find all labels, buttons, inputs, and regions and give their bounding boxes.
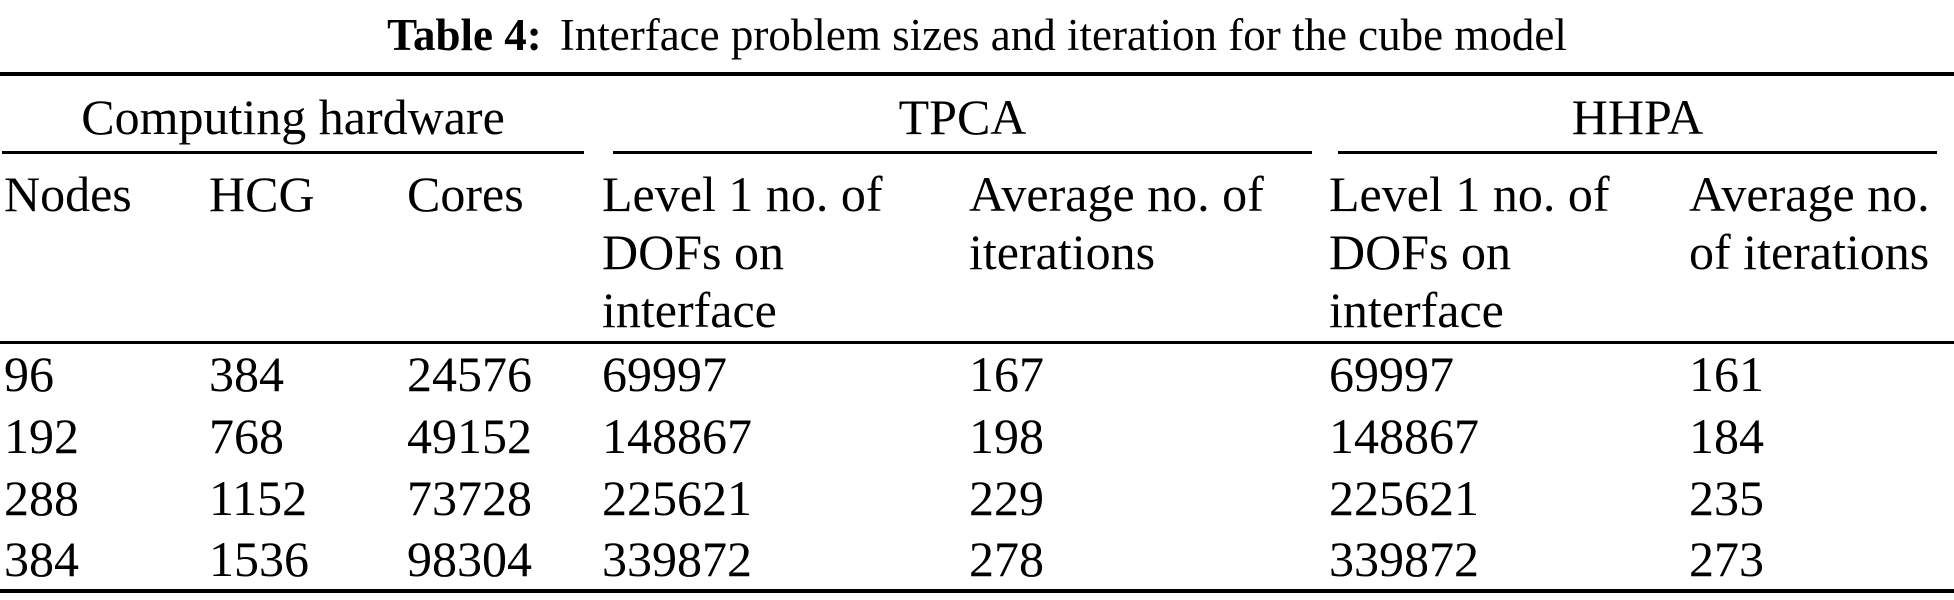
table-cell-hhpa-dofs: 339872	[1329, 530, 1480, 587]
table-cell-cores: 73728	[407, 469, 532, 526]
table-cell-hcg: 768	[209, 407, 284, 464]
group-header-hhpa: HHPA	[1325, 74, 1954, 154]
column-header-nodes: Nodes	[0, 154, 205, 344]
table-cell-hhpa-iterations: 273	[1689, 530, 1765, 587]
table-caption-text: Interface problem sizes and iteration fo…	[559, 10, 1567, 60]
group-header-computing-hardware-label: Computing hardware	[2, 76, 585, 154]
column-header-hhpa-avg-iterations: Average no. of iterations	[1685, 154, 1954, 344]
table-cell-hcg: 1536	[209, 530, 309, 587]
table-cell-cores: 24576	[407, 346, 532, 403]
table-cell-hhpa-dofs: 225621	[1329, 469, 1480, 526]
column-header-row: Nodes HCG Cores Level 1 no. of DOFs on i…	[0, 154, 1954, 344]
table-cell-nodes: 384	[4, 530, 79, 587]
table-cell-hcg: 384	[209, 346, 284, 403]
table-cell-hhpa-iterations: 161	[1689, 346, 1765, 403]
table-cell-tpca-iterations: 229	[969, 469, 1045, 526]
table-cell-hhpa-iterations: 235	[1689, 469, 1765, 526]
table-cell-nodes: 96	[4, 346, 54, 403]
column-header-hcg: HCG	[205, 154, 403, 344]
table-cell-tpca-dofs: 148867	[602, 407, 753, 464]
table-cell-hcg: 1152	[209, 469, 308, 526]
table-cell-tpca-iterations: 198	[969, 407, 1045, 464]
group-header-computing-hardware: Computing hardware	[0, 74, 598, 154]
table-cell-hhpa-dofs: 69997	[1329, 346, 1455, 403]
results-table: Computing hardware TPCA HHPA Nodes HCG C…	[0, 72, 1954, 593]
table-cell-nodes: 288	[4, 469, 79, 526]
column-header-cores: Cores	[403, 154, 599, 344]
table-cell-tpca-iterations: 278	[969, 530, 1045, 587]
table-row: 96 384 24576 69997 167 69997 161	[0, 343, 1954, 405]
column-header-tpca-level1-dofs: Level 1 no. of DOFs on interface	[598, 154, 966, 344]
table-row: 384 1536 98304 339872 278 339872 273	[0, 529, 1954, 591]
column-header-hhpa-level1-dofs: Level 1 no. of DOFs on interface	[1325, 154, 1686, 344]
table-row: 192 768 49152 148867 198 148867 184	[0, 405, 1954, 467]
group-header-tpca-label: TPCA	[613, 76, 1313, 154]
column-header-tpca-avg-iterations: Average no. of iterations	[965, 154, 1326, 344]
table-cell-nodes: 192	[4, 407, 79, 464]
table-caption: Table 4: Interface problem sizes and iter…	[0, 0, 1954, 72]
group-header-row: Computing hardware TPCA HHPA	[0, 74, 1954, 154]
table-cell-cores: 49152	[407, 407, 532, 464]
group-header-tpca: TPCA	[598, 74, 1325, 154]
table-cell-tpca-dofs: 225621	[602, 469, 753, 526]
table-caption-label: Table 4:	[387, 10, 542, 60]
table-cell-tpca-dofs: 339872	[602, 530, 753, 587]
table-cell-tpca-dofs: 69997	[602, 346, 728, 403]
table-cell-hhpa-iterations: 184	[1689, 407, 1765, 464]
table-cell-tpca-iterations: 167	[969, 346, 1045, 403]
table-cell-cores: 98304	[407, 530, 532, 587]
table-cell-hhpa-dofs: 148867	[1329, 407, 1480, 464]
table-row: 288 1152 73728 225621 229 225621 235	[0, 467, 1954, 529]
group-header-hhpa-label: HHPA	[1338, 76, 1938, 154]
